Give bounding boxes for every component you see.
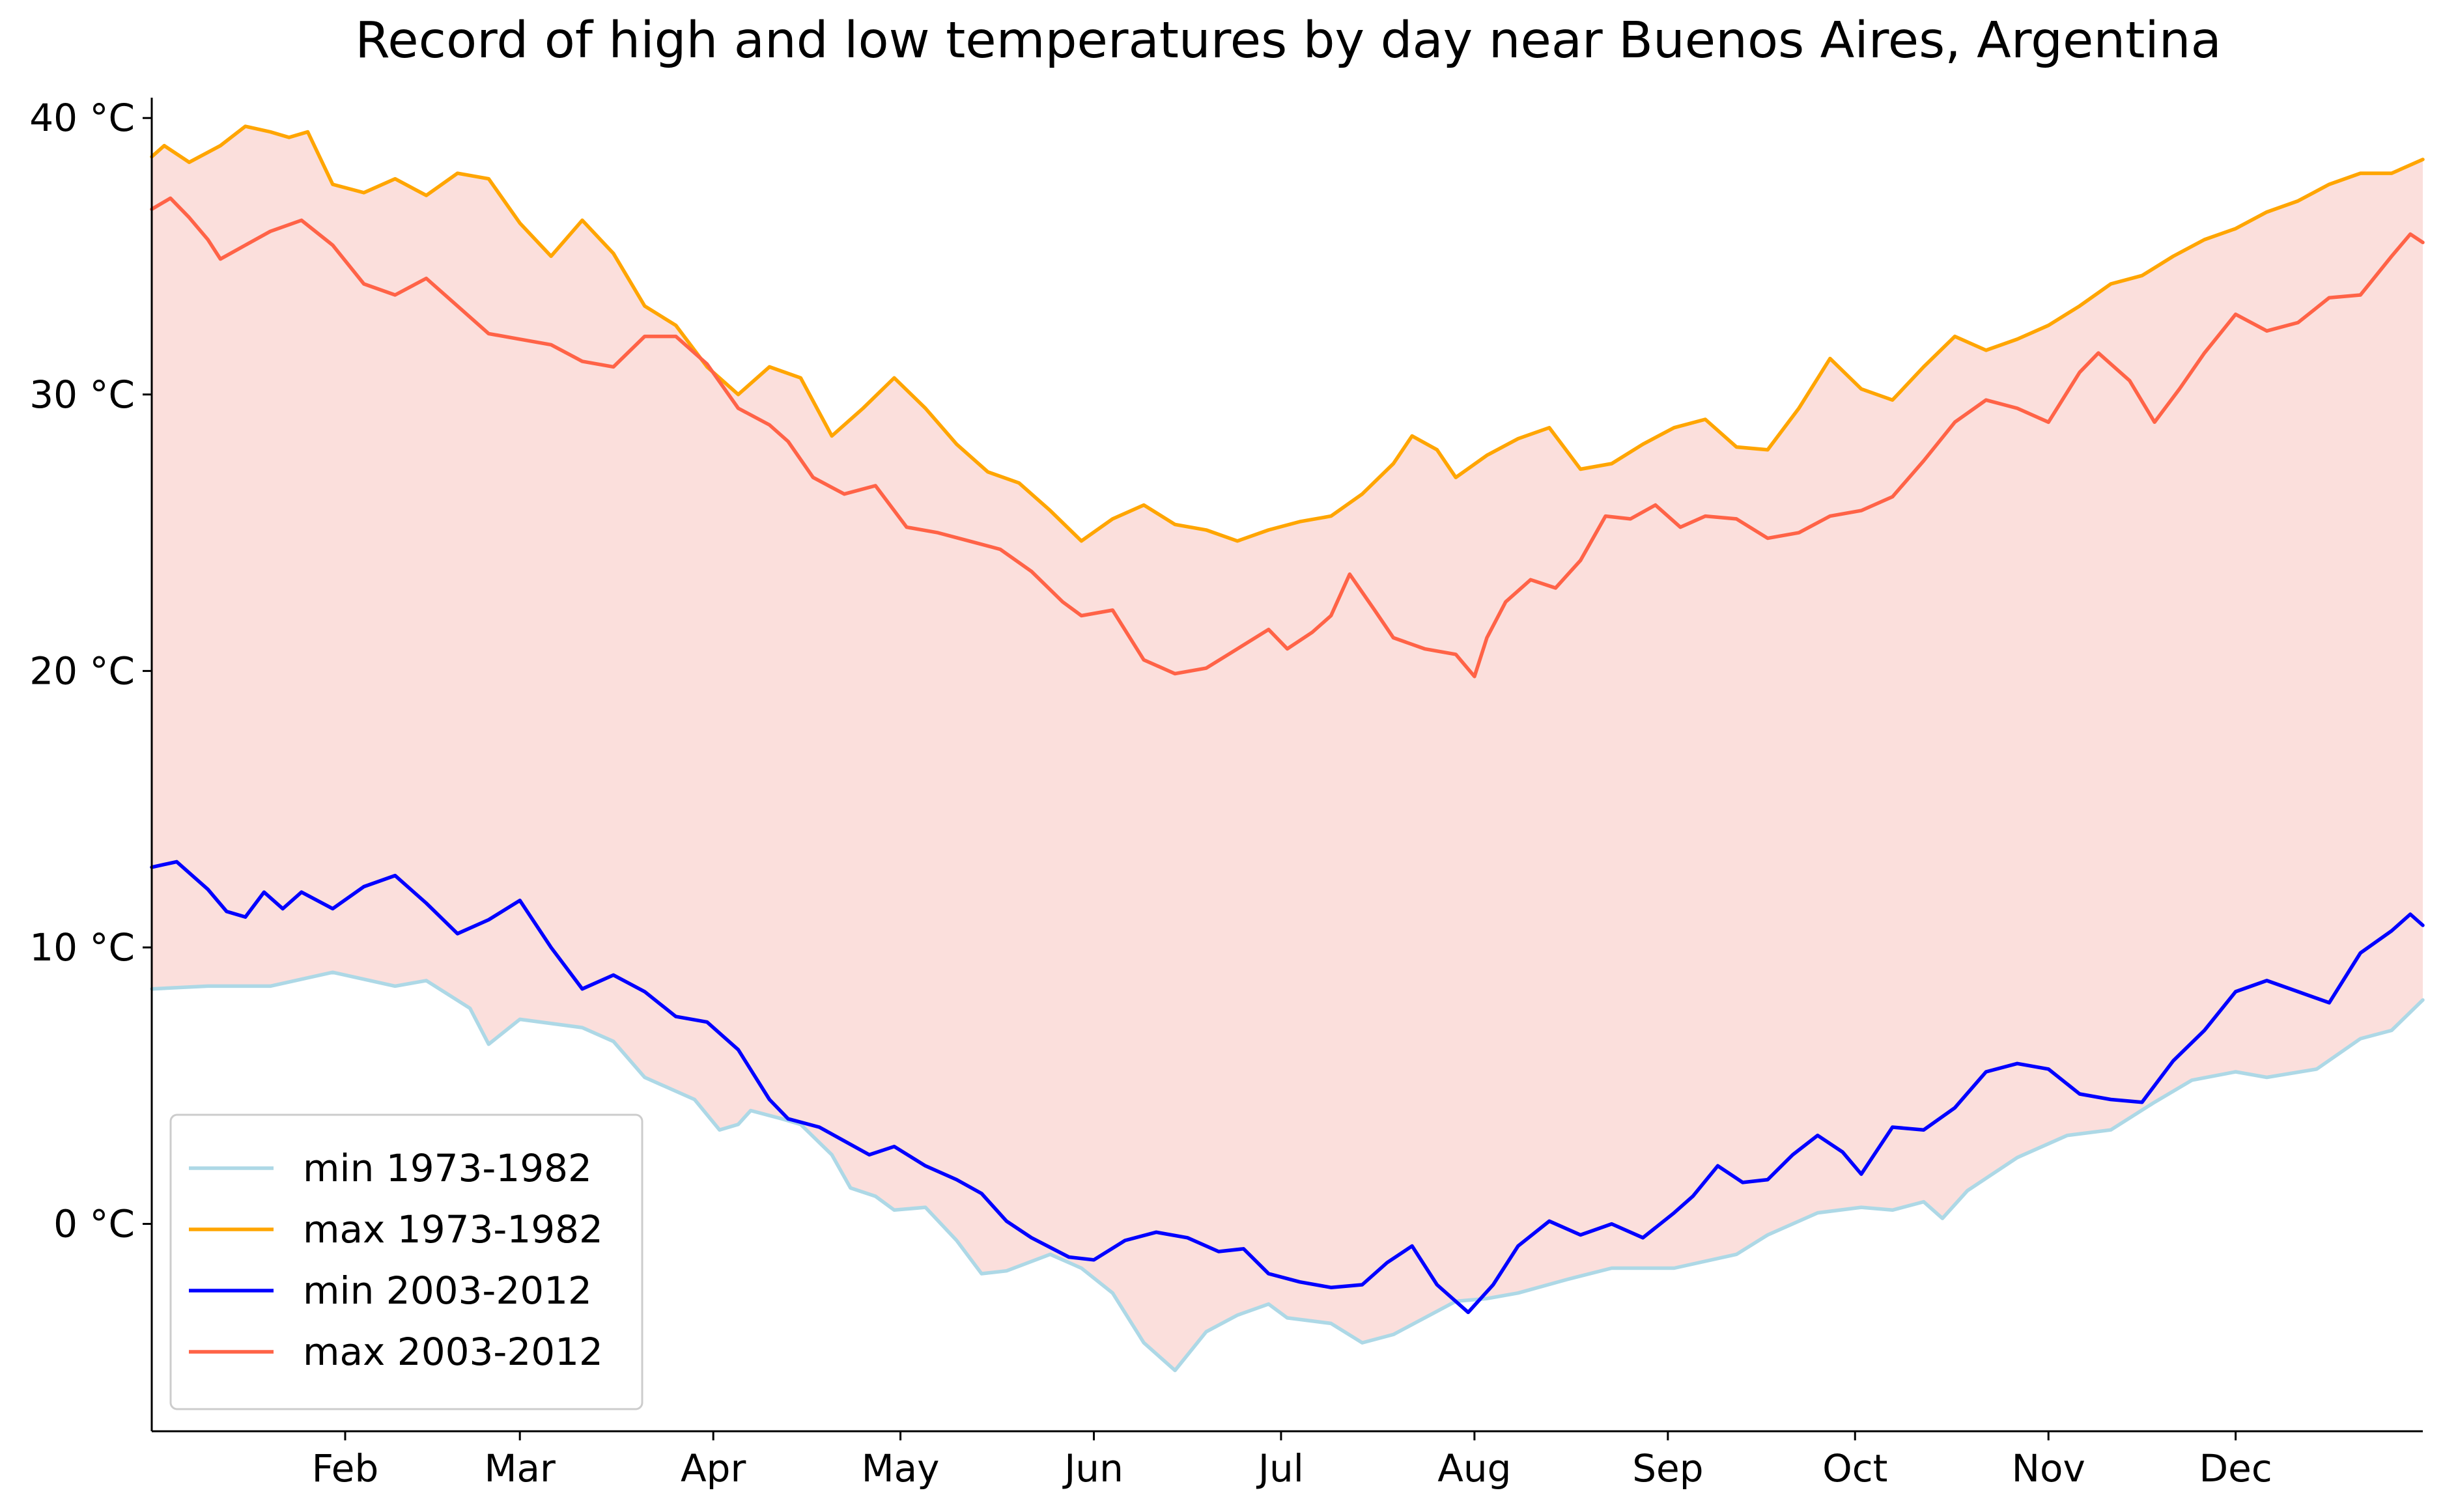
legend-label: max 1973-1982 [303,1207,603,1252]
axes-layer: 0 °C 10 °C 20 °C 30 °C 40 °C Feb Mar Apr May Jun J… [29,96,2423,1491]
chart-title: Record of high and low temperatures by d… [355,12,2222,70]
x-tick-label: Feb [312,1446,379,1491]
x-tick-label: Jul [1256,1446,1304,1491]
series-line-min-2003-2012 [150,860,2425,1315]
x-tick-label: Dec [2199,1446,2272,1491]
x-tick-label: Sep [1632,1446,1703,1491]
x-tick-label: Apr [681,1446,746,1491]
x-tick-label: Aug [1437,1446,1511,1491]
x-tick-label: Jun [1062,1446,1123,1491]
x-tick-label: Oct [1822,1446,1887,1491]
series-line-max-2003-2012 [150,196,2425,679]
y-tick-label: 10 °C [29,925,135,970]
series-layer [150,124,2425,1373]
series-line-min-1973-1982 [150,970,2425,1373]
legend-label: min 1973-1982 [303,1146,592,1190]
fill-band-layer [152,126,2423,1371]
x-tick-label: Nov [2012,1446,2085,1491]
legend-label: min 2003-2012 [303,1268,592,1313]
x-tick-label: Mar [484,1446,556,1491]
legend: min 1973-1982 max 1973-1982 min 2003-2012 m… [169,1113,643,1410]
y-tick-label: 40 °C [29,96,135,140]
x-tick-label: May [862,1446,940,1491]
series-line-max-1973-1982 [150,124,2425,543]
legend-box [169,1113,643,1410]
fill-band [152,126,2423,1371]
legend-label: max 2003-2012 [303,1330,603,1374]
y-tick-label: 20 °C [29,649,135,693]
y-tick-label: 0 °C [53,1202,135,1246]
y-tick-label: 30 °C [29,372,135,417]
